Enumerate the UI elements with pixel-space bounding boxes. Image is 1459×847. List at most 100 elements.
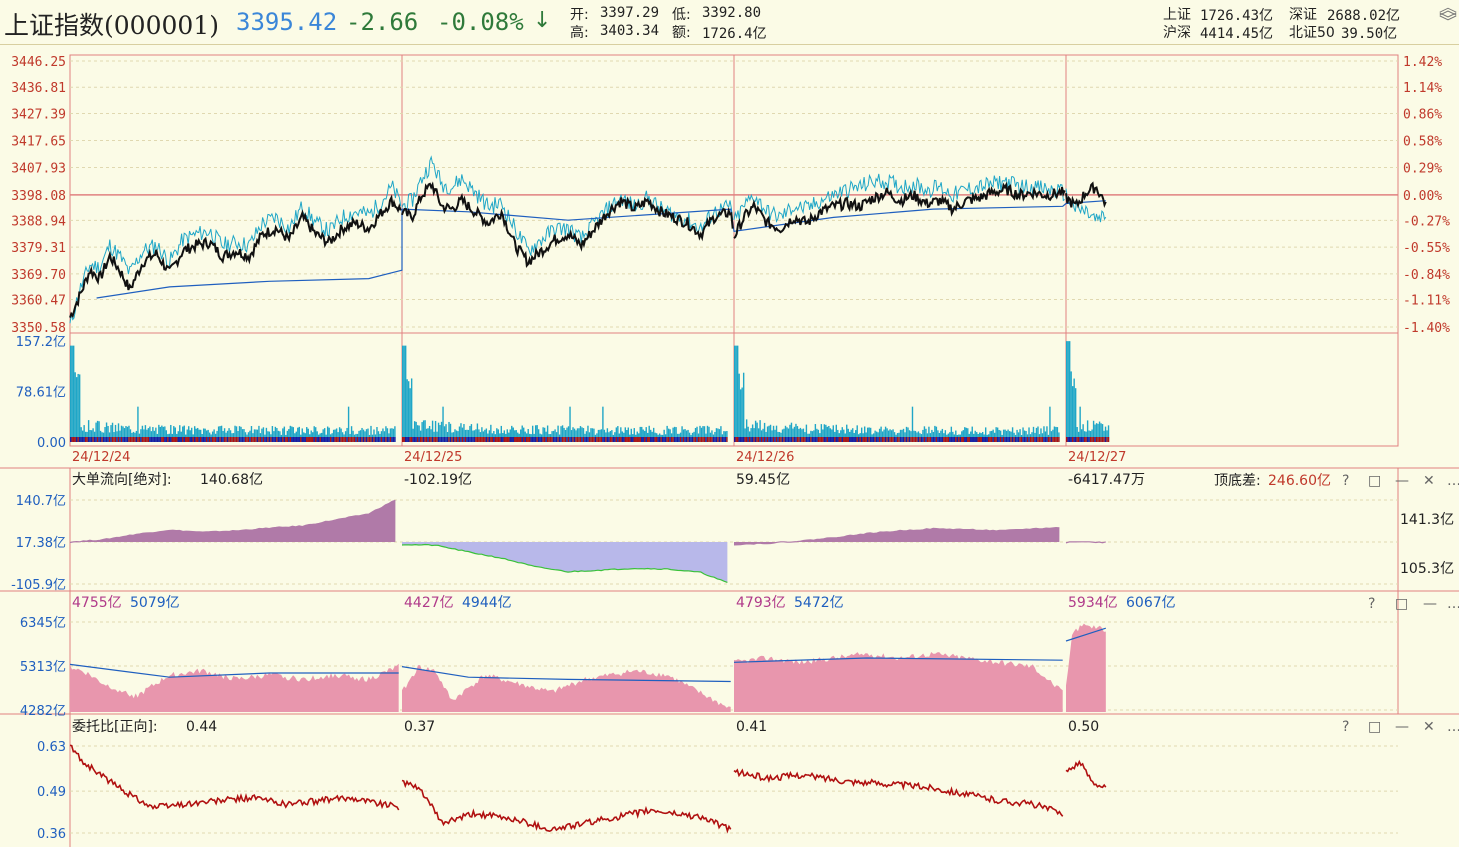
volume-bar <box>116 431 118 442</box>
volume-bar <box>472 430 474 442</box>
volume-bar <box>672 427 674 442</box>
volume-bar <box>427 428 429 442</box>
volume-bar-base <box>591 437 594 442</box>
volume-bar <box>578 428 580 442</box>
ratio-day-value: 0.41 <box>736 719 767 735</box>
volume-bar-base <box>144 437 147 442</box>
close-icon[interactable]: ✕ <box>1423 719 1435 735</box>
maximize-icon[interactable]: □ <box>1368 473 1382 489</box>
volume-bar <box>464 429 467 442</box>
volume-bar <box>751 424 754 442</box>
volume-bar-base <box>368 437 371 442</box>
volume-bar <box>482 431 485 442</box>
volume-bar-base <box>651 437 653 442</box>
volume-bar-base <box>134 437 136 442</box>
volume-bar-base <box>820 437 823 442</box>
volume-bar <box>560 426 562 442</box>
price-line <box>69 181 1107 319</box>
low-value: 3392.80 <box>702 5 762 21</box>
volume-bar <box>910 431 912 442</box>
minimize-icon[interactable]: — <box>1423 596 1437 612</box>
volume-bar-base <box>499 437 501 442</box>
pct-tick-label: -0.55% <box>1403 241 1450 256</box>
volume-bar <box>644 430 646 442</box>
more-icon[interactable]: … <box>1447 719 1459 735</box>
more-icon[interactable]: … <box>1447 473 1459 489</box>
minimize-icon[interactable]: — <box>1395 473 1409 489</box>
volume-bar-base <box>319 437 321 442</box>
volume-bar-base <box>135 437 138 442</box>
volume-bar <box>826 426 829 442</box>
volume-bar-base <box>709 437 712 442</box>
volume-bar-base <box>404 437 407 442</box>
volume-bar-base <box>407 437 410 442</box>
volume-bar <box>241 429 244 442</box>
volume-bar <box>1004 429 1006 442</box>
amount-value: 1726.4亿 <box>702 26 767 42</box>
volume-bar-base <box>789 437 791 442</box>
volume-bar <box>600 429 603 442</box>
volume-bar-base <box>1104 437 1107 442</box>
volume-bar-base <box>644 437 646 442</box>
volume-bar-base <box>89 437 91 442</box>
pct-tick-label: -1.11% <box>1403 294 1450 309</box>
volume-bar <box>702 426 704 442</box>
volume-bar-base <box>834 437 836 442</box>
volume-bar-base <box>599 437 601 442</box>
volume-bar <box>240 426 242 442</box>
volume-bar <box>775 425 778 442</box>
help-icon[interactable]: ? <box>1368 596 1376 612</box>
volume-bar-base <box>878 437 881 442</box>
volume-bar <box>650 429 652 442</box>
volume-bar <box>170 424 172 442</box>
volume-bar-base <box>780 437 782 442</box>
maximize-icon[interactable]: □ <box>1395 596 1409 612</box>
volume-bar <box>1046 426 1048 442</box>
volume-bar-base <box>362 437 365 442</box>
volume-bar <box>316 431 318 442</box>
volume-bar <box>1074 388 1077 442</box>
volume-bar <box>496 428 498 442</box>
volume-bar <box>1025 431 1027 442</box>
more-icon[interactable]: … <box>1447 596 1459 612</box>
volume-bar-base <box>367 437 369 442</box>
ratio-title: 委托比[正向]: <box>72 719 158 735</box>
volume-bar-base <box>1007 437 1009 442</box>
volume-bar <box>359 430 362 442</box>
volume-bar-base <box>161 437 163 442</box>
volume-bar-base <box>1004 437 1006 442</box>
volume-bar-base <box>217 437 220 442</box>
volume-bar-base <box>350 437 353 442</box>
collapse-menu-icon[interactable]: ︽ ︾ <box>1439 0 1457 33</box>
volume-bar <box>1028 427 1030 442</box>
volume-bar <box>597 429 600 442</box>
volume-bar-base <box>929 437 932 442</box>
volume-bar <box>122 426 124 442</box>
volume-bar <box>762 428 764 442</box>
volume-bar <box>410 378 413 442</box>
volume-bar <box>863 426 866 442</box>
volume-bar-base <box>523 437 525 442</box>
maximize-icon[interactable]: □ <box>1368 719 1382 735</box>
volume-bar-base <box>977 437 979 442</box>
volume-bar <box>189 430 191 442</box>
volume-bar <box>255 429 257 442</box>
help-icon[interactable]: ? <box>1342 719 1350 735</box>
ratio-tick-label: 0.36 <box>37 827 66 842</box>
volume-bar-base <box>657 437 659 442</box>
close-icon[interactable]: ✕ <box>1423 473 1435 489</box>
volume-bar <box>816 428 818 442</box>
volume-bar-base <box>744 437 746 442</box>
volume-bar-base <box>325 437 327 442</box>
volume-bar <box>759 420 761 442</box>
volume-bar-base <box>214 437 217 442</box>
help-icon[interactable]: ? <box>1342 473 1350 489</box>
volume-bar <box>159 426 162 442</box>
price-change-pct: -0.08% <box>437 8 524 36</box>
volume-bar-base <box>679 437 682 442</box>
volume-bar <box>971 426 973 442</box>
minimize-icon[interactable]: — <box>1395 719 1409 735</box>
volume-bar-base <box>925 437 927 442</box>
volume-bar <box>186 429 188 442</box>
volume-bar <box>87 420 90 442</box>
